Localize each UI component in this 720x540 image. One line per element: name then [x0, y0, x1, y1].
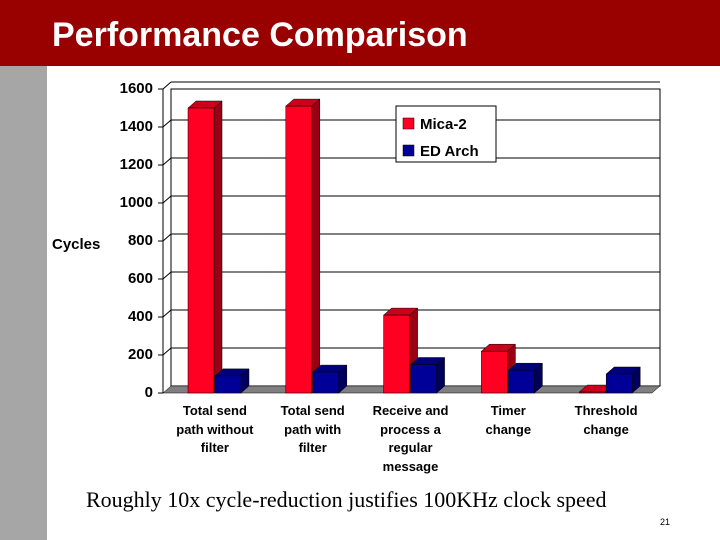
x-category-label-line: filter — [298, 440, 327, 455]
x-category-label: Timer change — [458, 402, 558, 439]
y-tick-label: 400 — [127, 308, 153, 325]
page-number: 21 — [660, 517, 671, 527]
x-category-label-line: Receive and — [372, 403, 449, 418]
bar-ed-arch — [508, 369, 535, 394]
gridline-depth — [162, 157, 172, 166]
slide-title: Performance Comparison — [52, 16, 468, 54]
gridline-depth — [162, 271, 172, 280]
x-category-label-line: filter — [200, 440, 229, 455]
x-category-label-line: Timer — [490, 403, 526, 418]
y-tick-label: 1200 — [119, 156, 153, 173]
bar-ed-arch — [214, 375, 242, 394]
x-category-label: Receive and process a regular message — [361, 402, 461, 476]
y-tick-label: 200 — [127, 346, 153, 363]
y-tick-label: 1400 — [119, 118, 153, 135]
x-category-label-line: process a — [380, 421, 441, 437]
x-category-label-line: change — [583, 421, 629, 437]
bar-mica-2 — [481, 350, 508, 394]
y-tick-label: 600 — [127, 270, 153, 287]
y-axis-label: Cycles — [52, 236, 101, 253]
x-category-label-line: regular — [388, 440, 433, 455]
x-category-label: Total send path without filter — [165, 402, 265, 458]
x-category-label-line: Threshold — [574, 403, 638, 418]
x-category-label-line: change — [485, 421, 532, 437]
y-tick-label: 1600 — [119, 80, 153, 97]
bar-ed-arch — [312, 371, 340, 394]
x-category-label-line: path without — [176, 421, 254, 437]
bar-ed-arch — [605, 373, 633, 394]
gridline-depth — [162, 81, 172, 90]
bar-mica-2 — [187, 107, 215, 394]
x-category-label: Total send path with filter — [263, 402, 363, 458]
y-tick-label: 0 — [144, 384, 153, 401]
legend-swatch — [402, 117, 415, 130]
slide-caption: Roughly 10x cycle-reduction justifies 10… — [86, 487, 607, 512]
title-bar — [0, 0, 720, 66]
gridline-depth — [162, 233, 172, 242]
side-bar — [0, 66, 47, 540]
x-category-label: Threshold change — [556, 402, 656, 439]
bar-side — [213, 100, 223, 394]
bar-mica-2 — [383, 314, 410, 394]
gridline-depth — [162, 119, 172, 128]
bar-side — [311, 98, 321, 394]
bar-mica-2 — [285, 105, 313, 394]
gridline-depth — [162, 195, 172, 204]
x-category-label-line: Total send — [280, 403, 345, 418]
y-tick-label: 800 — [127, 232, 153, 249]
y-tick-label: 1000 — [119, 194, 153, 211]
legend-label: Mica-2 — [420, 116, 467, 133]
legend-swatch — [402, 144, 415, 157]
x-category-label-line: Total send — [182, 403, 247, 418]
x-category-label-line: path with — [284, 421, 342, 437]
gridline-depth — [162, 309, 172, 318]
bar-mica-2 — [578, 391, 606, 394]
legend-label: ED Arch — [420, 143, 479, 160]
x-category-label-line: message — [382, 458, 439, 474]
gridline-depth — [162, 347, 172, 356]
bar-ed-arch — [410, 364, 437, 394]
